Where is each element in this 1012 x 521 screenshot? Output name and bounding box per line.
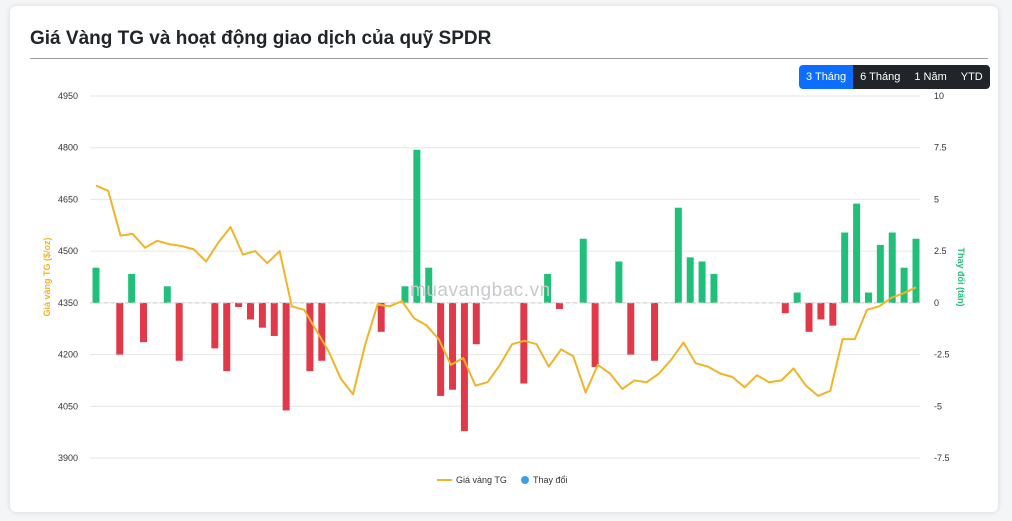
left-tick-label: 4650: [58, 194, 78, 204]
left-tick-label: 4350: [58, 298, 78, 308]
change-bar[interactable]: [853, 203, 861, 303]
title-divider: [30, 58, 988, 59]
change-bar[interactable]: [793, 292, 801, 303]
change-bar[interactable]: [92, 267, 100, 303]
change-bar[interactable]: [163, 286, 171, 303]
chart-card: Giá Vàng TG và hoạt động giao dịch của q…: [10, 6, 998, 512]
change-bar[interactable]: [128, 273, 136, 303]
right-tick-label: 10: [934, 91, 944, 101]
change-bar[interactable]: [674, 207, 682, 303]
right-tick-label: 7.5: [934, 143, 947, 153]
change-bar[interactable]: [270, 302, 278, 336]
change-bar[interactable]: [651, 302, 659, 361]
left-tick-label: 4200: [58, 350, 78, 360]
change-bar[interactable]: [472, 302, 480, 345]
range-6-months-button[interactable]: 6 Tháng: [853, 65, 908, 89]
right-tick-label: 0: [934, 298, 939, 308]
change-bar[interactable]: [888, 232, 896, 303]
right-axis-ticks: 10 7.5 5 2.5 0 -2.5 -5 -7.5: [934, 91, 950, 463]
change-bar[interactable]: [615, 261, 623, 303]
change-bar[interactable]: [318, 302, 326, 361]
change-bar[interactable]: [864, 292, 872, 303]
right-axis-title: Thay đổi (tấn): [956, 248, 966, 307]
range-selector: 3 Tháng 6 Tháng 1 Năm YTD: [799, 65, 990, 89]
change-bar[interactable]: [829, 302, 837, 326]
right-tick-label: 5: [934, 194, 939, 204]
left-tick-label: 4800: [58, 143, 78, 153]
change-bar[interactable]: [591, 302, 599, 367]
range-1-year-button[interactable]: 1 Năm: [907, 65, 954, 89]
left-tick-label: 4500: [58, 246, 78, 256]
change-bar[interactable]: [306, 302, 314, 372]
change-bar[interactable]: [223, 302, 231, 372]
left-tick-label: 4050: [58, 401, 78, 411]
change-bar[interactable]: [140, 302, 148, 343]
change-bar[interactable]: [710, 273, 718, 303]
change-bar[interactable]: [900, 267, 908, 303]
watermark: muavangbac.vn: [410, 280, 551, 301]
change-bar[interactable]: [544, 273, 552, 303]
change-bar[interactable]: [876, 244, 884, 303]
change-bar[interactable]: [841, 232, 849, 303]
right-tick-label: -5: [934, 401, 942, 411]
grid-lines: [90, 95, 920, 459]
change-bar[interactable]: [817, 302, 825, 320]
legend-price-label[interactable]: Giá vàng TG: [456, 475, 507, 485]
change-bar[interactable]: [460, 302, 468, 432]
change-bar[interactable]: [686, 257, 694, 303]
change-bar[interactable]: [805, 302, 813, 332]
page-title: Giá Vàng TG và hoạt động giao dịch của q…: [30, 28, 492, 49]
change-bar[interactable]: [627, 302, 635, 355]
change-bar[interactable]: [579, 238, 587, 303]
range-ytd-button[interactable]: YTD: [953, 65, 990, 89]
left-axis-ticks: 4950 4800 4650 4500 4350 4200 4050 3900: [58, 91, 78, 463]
change-bar[interactable]: [555, 302, 563, 310]
change-bar[interactable]: [175, 302, 183, 361]
left-axis-title: Giá vàng TG ($/oz): [42, 237, 52, 316]
change-bar[interactable]: [282, 302, 290, 411]
change-bar[interactable]: [413, 149, 421, 303]
change-bar[interactable]: [235, 302, 243, 307]
right-tick-label: -7.5: [934, 453, 950, 463]
legend-change-swatch: [521, 476, 529, 484]
change-bar[interactable]: [698, 261, 706, 303]
change-bar[interactable]: [449, 302, 457, 390]
change-bar[interactable]: [258, 302, 266, 328]
change-bars: [92, 149, 920, 432]
price-line: [95, 184, 917, 397]
change-bar[interactable]: [781, 302, 789, 314]
range-3-months-button[interactable]: 3 Tháng: [799, 65, 854, 89]
change-bar[interactable]: [912, 238, 920, 303]
legend: Giá vàng TG Thay đổi: [437, 475, 568, 485]
change-bar[interactable]: [211, 302, 219, 349]
change-bar[interactable]: [116, 302, 124, 355]
left-tick-label: 4950: [58, 91, 78, 101]
change-bar[interactable]: [520, 302, 528, 384]
change-bar[interactable]: [437, 302, 445, 396]
right-tick-label: -2.5: [934, 350, 950, 360]
left-tick-label: 3900: [58, 453, 78, 463]
change-bar[interactable]: [377, 302, 385, 332]
change-bar[interactable]: [425, 267, 433, 303]
change-bar[interactable]: [401, 286, 409, 303]
change-bar[interactable]: [246, 302, 254, 320]
right-tick-label: 2.5: [934, 246, 947, 256]
legend-change-label[interactable]: Thay đổi: [533, 475, 568, 485]
